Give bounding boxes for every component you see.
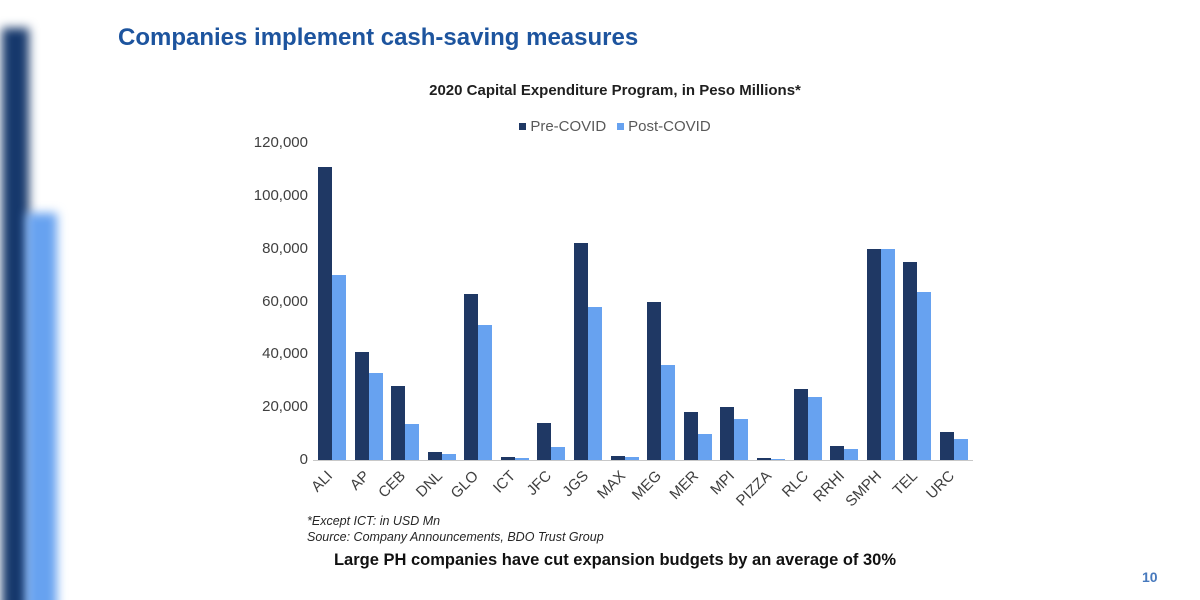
bar-group-MAX	[610, 143, 639, 460]
plot-area: ALI AP CEB DNL GLO ICT JFC JGS MAX MEG MER MPI PIZZA…	[308, 143, 973, 510]
bar-post-covid-JFC	[551, 446, 566, 460]
legend-label-post-covid: Post-COVID	[628, 118, 711, 135]
bar-pre-covid-SMPH	[866, 248, 881, 460]
bar-post-covid-MPI	[734, 419, 749, 460]
decor-bar-light	[26, 213, 57, 600]
chart-footnotes: *Except ICT: in USD Mn Source: Company A…	[307, 513, 604, 545]
bar-pre-covid-RLC	[793, 388, 808, 460]
bar-pre-covid-MAX	[610, 456, 625, 460]
footnote-except-ict: *Except ICT: in USD Mn	[307, 514, 441, 528]
bar-group-URC	[939, 143, 968, 460]
bar-pre-covid-RRHI	[830, 446, 845, 460]
bar-group-TEL	[903, 143, 932, 460]
x-axis-line	[313, 460, 973, 461]
y-tick-120000: 120,000	[253, 134, 308, 151]
bar-post-covid-CEB	[405, 424, 420, 460]
bar-group-ICT	[500, 143, 529, 460]
bar-pre-covid-MEG	[647, 301, 662, 460]
bar-pre-covid-MPI	[720, 407, 735, 460]
bar-pre-covid-TEL	[903, 261, 918, 460]
bar-pre-covid-CEB	[391, 386, 406, 460]
bar-pre-covid-ICT	[500, 457, 515, 460]
y-tick-20000: 20,000	[262, 398, 308, 416]
chart-title: 2020 Capital Expenditure Program, in Pes…	[429, 82, 801, 99]
left-decoration	[0, 0, 95, 600]
y-tick-0: 0	[299, 451, 308, 468]
bar-post-covid-ALI	[332, 275, 346, 460]
bar-post-covid-AP	[368, 372, 383, 460]
legend-item-post-covid: Post-COVID	[617, 118, 711, 135]
bar-pre-covid-MER	[683, 412, 698, 460]
bar-pre-covid-AP	[354, 351, 369, 460]
bar-pre-covid-JGS	[574, 243, 589, 460]
bar-post-covid-PIZZA	[770, 458, 785, 460]
bar-group-SMPH	[866, 143, 895, 460]
bar-group-JFC	[537, 143, 566, 460]
chart-legend: Pre-COVID Post-COVID	[240, 118, 990, 135]
bar-group-PIZZA	[756, 143, 785, 460]
y-tick-40000: 40,000	[262, 345, 308, 363]
bar-post-covid-RLC	[807, 396, 822, 460]
bar-group-RLC	[793, 143, 822, 460]
bar-post-covid-JGS	[588, 306, 603, 460]
bar-post-covid-MAX	[624, 457, 639, 460]
bar-group-DNL	[427, 143, 456, 460]
y-axis-labels: 0 20,000 40,000 60,000 80,000 100,000 120,000	[150, 134, 308, 468]
bar-group-MEG	[647, 143, 676, 460]
legend-swatch-post-covid	[617, 123, 625, 130]
page-number: 10	[1142, 569, 1158, 585]
bar-post-covid-GLO	[478, 325, 493, 460]
y-tick-100000: 100,000	[253, 186, 308, 204]
bar-pre-covid-PIZZA	[756, 458, 771, 460]
bar-pre-covid-DNL	[427, 452, 442, 460]
bar-pre-covid-ALI	[318, 166, 332, 460]
bar-group-MPI	[720, 143, 749, 460]
bar-post-covid-ICT	[514, 458, 529, 460]
slide-title: Companies implement cash-saving measures	[118, 24, 639, 51]
bar-post-covid-MEG	[661, 364, 676, 460]
bar-group-ALI	[318, 143, 346, 460]
bar-post-covid-MER	[697, 433, 712, 460]
bar-post-covid-DNL	[441, 453, 456, 460]
bar-group-GLO	[464, 143, 493, 460]
bar-post-covid-TEL	[917, 292, 932, 460]
bar-group-AP	[354, 143, 383, 460]
bar-post-covid-URC	[953, 438, 968, 460]
footnote-source: Source: Company Announcements, BDO Trust…	[307, 530, 604, 544]
bar-post-covid-SMPH	[880, 248, 895, 460]
bar-pre-covid-JFC	[537, 423, 552, 460]
legend-item-pre-covid: Pre-COVID	[519, 118, 606, 135]
bar-group-RRHI	[830, 143, 859, 460]
bar-post-covid-RRHI	[844, 449, 859, 460]
y-tick-60000: 60,000	[262, 292, 308, 310]
decor-bar-dark	[2, 28, 29, 600]
footer-message: Large PH companies have cut expansion bu…	[333, 551, 897, 569]
legend-swatch-pre-covid	[519, 123, 527, 130]
y-tick-80000: 80,000	[262, 239, 308, 257]
bar-series	[318, 143, 968, 460]
bar-group-MER	[683, 143, 712, 460]
bar-group-CEB	[391, 143, 420, 460]
bar-pre-covid-URC	[939, 432, 954, 460]
bar-group-JGS	[574, 143, 603, 460]
bar-pre-covid-GLO	[464, 293, 479, 460]
legend-label-pre-covid: Pre-COVID	[530, 118, 607, 135]
